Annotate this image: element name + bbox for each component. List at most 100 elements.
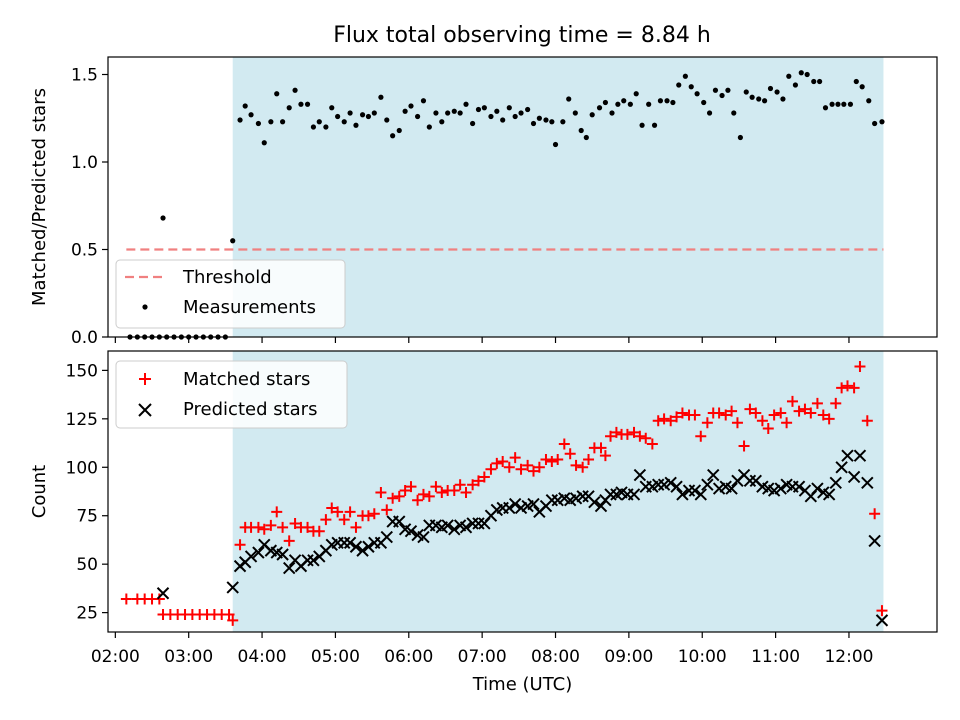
legend-measurements-swatch [142,304,148,310]
matched-star-point [665,415,677,427]
predicted-star-point [466,517,479,530]
matched-star-point [436,486,448,498]
measurement-point [274,91,280,97]
predicted-star-point [633,468,647,482]
measurement-point [621,98,627,104]
measurement-point [596,105,603,111]
predicted-star-point [343,536,357,550]
measurement-point [633,91,639,97]
measurement-point [817,78,823,85]
measurement-point [804,71,810,78]
measurement-point [847,101,854,107]
measurement-point [470,120,476,127]
predicted-star-point [226,581,239,594]
matched-star-point [405,481,417,493]
measurement-point [756,96,762,102]
predicted-star-point [652,478,665,491]
measurement-point [488,113,494,120]
matched-star-point [478,471,490,483]
matched-star-point [836,382,848,394]
matched-star-point [605,430,617,442]
axes-frame [107,350,938,633]
matched-star-point [577,461,589,473]
matched-star-point [546,455,558,467]
measurement-point [463,101,469,107]
y-tick-label: 75 [76,507,98,527]
predicted-star-point [835,461,848,474]
measurement-point [829,101,835,107]
measurement-point [578,127,584,134]
measurement-point [688,84,694,90]
predicted-star-point [508,497,522,511]
measurement-point [347,110,353,116]
measurement-point [712,87,719,93]
predicted-star-point [743,474,757,488]
legend-threshold-label: Threshold [182,267,272,288]
matched-star-point [811,397,823,409]
measurement-point [609,110,615,116]
matched-star-point [430,481,442,493]
measurement-point [433,110,439,116]
measurement-point [694,91,700,97]
matched-star-point [491,457,503,469]
predicted-star-point [725,482,738,495]
x-tick-label: 10:00 [678,647,727,667]
matched-star-point [841,380,853,392]
predicted-star-point [527,497,540,511]
predicted-star-point [545,494,559,507]
matched-star-point [610,426,622,438]
legend-matched-label: Matched stars [183,369,310,390]
matched-star-point [393,490,405,502]
predicted-star-point [792,480,806,493]
matched-star-point [876,605,888,617]
measurement-point [457,110,463,116]
matched-star-point [726,405,738,417]
matched-star-point [652,415,664,427]
measurement-point [255,120,261,127]
measurement-point [248,112,254,118]
legend: Matched stars Predicted stars [115,360,348,429]
measurement-point [853,78,859,85]
bottom-panel: 25 50 75 100 125 150 02:00 03:00 04:00 05:00 06:00… [29,350,938,695]
measurement-point [341,119,347,125]
x-tick-label: 12:00 [824,647,873,667]
measurement-point [792,82,799,88]
predicted-star-point [503,501,516,515]
matched-star-point [350,521,362,533]
predicted-star-point [822,488,836,501]
series-matched-stars [120,361,888,626]
matched-star-point [775,407,787,419]
measurement-point [445,110,451,116]
predicted-star-point [682,484,696,497]
measurement-point [589,112,595,118]
measurement-point [780,96,786,102]
predicted-star-point [774,482,787,495]
measurement-point [872,120,878,127]
measurement-point [365,113,372,120]
measurement-point [566,96,572,102]
predicted-star-point [276,548,289,561]
matched-star-point [522,459,534,471]
matched-star-point [817,409,829,421]
matched-star-point [558,438,570,450]
measurement-point [536,115,542,121]
matched-star-point [744,403,756,415]
x-tick-label: 07:00 [458,647,507,667]
y-tick-label: 1.5 [71,66,98,86]
matched-star-point [570,459,582,471]
matched-star-point [731,417,743,429]
measurement-point [292,87,298,93]
measurement-point [749,94,755,100]
predicted-star-point [307,554,320,567]
measurement-point [664,98,670,104]
predicted-star-point [448,523,461,536]
predicted-star-point [604,488,617,501]
y-tick-label: 150 [66,361,98,381]
plot-area [120,361,889,627]
measurement-point [583,134,589,141]
measurement-point [160,215,166,221]
matched-star-point [375,486,387,498]
matched-star-point [854,361,866,373]
measurement-point [841,101,847,107]
measurement-point [261,140,267,146]
